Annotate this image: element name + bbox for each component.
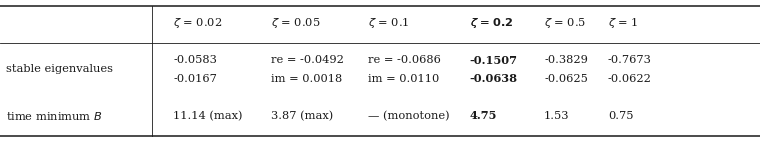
Text: stable eigenvalues: stable eigenvalues bbox=[6, 64, 113, 74]
Text: -0.0638: -0.0638 bbox=[470, 73, 518, 84]
Text: -0.0167: -0.0167 bbox=[173, 74, 217, 84]
Text: -0.3829: -0.3829 bbox=[544, 55, 588, 65]
Text: 4.75: 4.75 bbox=[470, 110, 497, 121]
Text: 11.14 (max): 11.14 (max) bbox=[173, 111, 242, 121]
Text: $\zeta$ = 1: $\zeta$ = 1 bbox=[608, 16, 638, 30]
Text: $\zeta$ = 0.1: $\zeta$ = 0.1 bbox=[368, 16, 410, 30]
Text: $\zeta$ =: $\zeta$ = bbox=[470, 16, 491, 30]
Text: — (monotone): — (monotone) bbox=[368, 111, 449, 121]
Text: -0.0625: -0.0625 bbox=[544, 74, 588, 84]
Text: $\zeta$ = 0.02: $\zeta$ = 0.02 bbox=[173, 16, 223, 30]
Text: -0.0583: -0.0583 bbox=[173, 55, 217, 65]
Text: $\zeta$ = $\mathbf{0.2}$: $\zeta$ = $\mathbf{0.2}$ bbox=[470, 16, 513, 30]
Text: -0.1507: -0.1507 bbox=[470, 55, 518, 66]
Text: time minimum $B$: time minimum $B$ bbox=[6, 110, 103, 122]
Text: -0.7673: -0.7673 bbox=[608, 55, 652, 65]
Text: -0.0622: -0.0622 bbox=[608, 74, 652, 84]
Text: $\zeta$ = 0.05: $\zeta$ = 0.05 bbox=[271, 16, 320, 30]
Text: re = -0.0492: re = -0.0492 bbox=[271, 55, 344, 65]
Text: 1.53: 1.53 bbox=[544, 111, 570, 121]
Text: 3.87 (max): 3.87 (max) bbox=[271, 111, 333, 121]
Text: im = 0.0110: im = 0.0110 bbox=[368, 74, 439, 84]
Text: 0.75: 0.75 bbox=[608, 111, 634, 121]
Text: im = 0.0018: im = 0.0018 bbox=[271, 74, 342, 84]
Text: re = -0.0686: re = -0.0686 bbox=[368, 55, 441, 65]
Text: $\zeta$ = 0.5: $\zeta$ = 0.5 bbox=[544, 16, 587, 30]
